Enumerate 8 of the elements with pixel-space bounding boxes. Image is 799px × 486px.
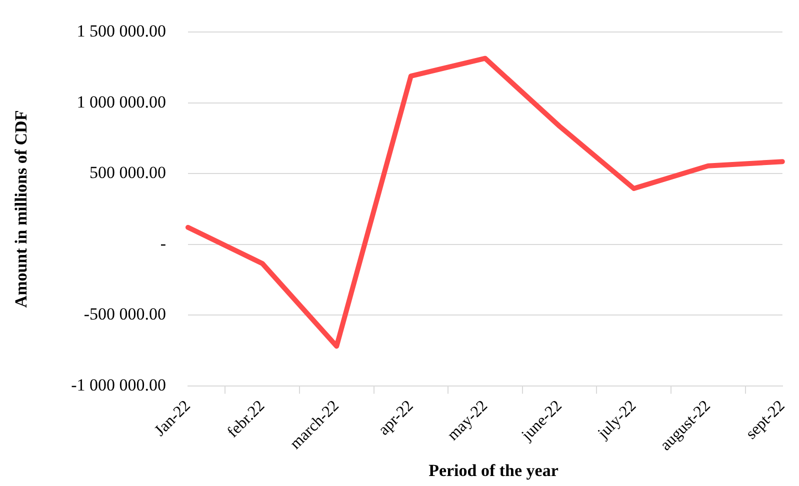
y-tick-label: -1 000 000.00 <box>71 375 166 394</box>
y-tick-label: 500 000.00 <box>90 163 166 182</box>
y-axis-title: Amount in millions of CDF <box>12 110 31 308</box>
y-tick-label: 1 000 000.00 <box>76 92 166 112</box>
x-axis-title: Period of the year <box>428 461 560 481</box>
y-tick-label: - <box>160 234 166 253</box>
y-tick-label: 1 500 000.00 <box>76 22 166 41</box>
y-tick-label: -500 000.00 <box>84 304 166 324</box>
